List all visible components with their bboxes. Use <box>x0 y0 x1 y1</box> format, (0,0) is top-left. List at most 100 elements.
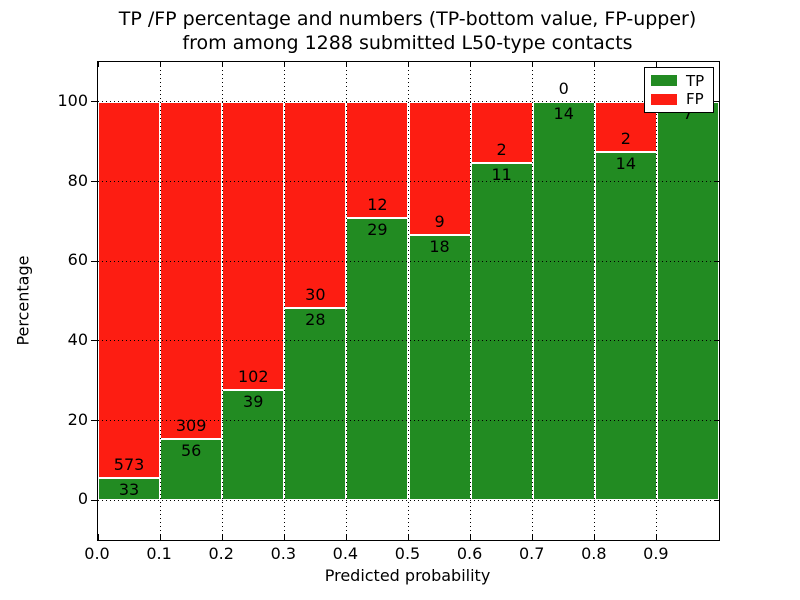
x-tick-mark <box>532 534 534 540</box>
x-tick-mark <box>718 534 720 540</box>
y-tick-mark <box>91 101 98 103</box>
x-tick-mark <box>97 62 99 67</box>
chart-title: TP /FP percentage and numbers (TP-bottom… <box>97 7 718 55</box>
tp-count-label: 7 <box>682 103 694 123</box>
x-tick-mark <box>221 62 223 67</box>
x-axis-label: Predicted probability <box>324 566 491 585</box>
bar-segment-fp <box>408 101 471 235</box>
x-tick-mark <box>283 62 285 67</box>
x-tick-label: 0.8 <box>581 544 607 563</box>
x-tick-mark <box>656 62 658 67</box>
bar-segment-fp <box>160 101 223 440</box>
y-tick-label: 60 <box>67 250 88 270</box>
bar-segment-fp <box>222 101 285 390</box>
y-tick-mark <box>714 260 719 262</box>
fp-count-label: 0 <box>558 78 569 98</box>
tp-count-label: 18 <box>429 236 450 256</box>
v-gridline <box>532 62 534 540</box>
v-gridline <box>283 62 285 540</box>
bar-segment-tp <box>346 218 409 501</box>
y-tick-label: 80 <box>67 170 88 190</box>
plot-area: 5733330956102393028122991821101421407 TP… <box>91 61 720 541</box>
y-tick-mark <box>91 499 98 501</box>
bars-layer <box>98 62 719 540</box>
x-tick-mark <box>594 62 596 67</box>
bar-segment-tp <box>284 307 347 501</box>
x-tick-mark <box>532 62 534 67</box>
tp-count-label: 28 <box>305 309 326 329</box>
v-gridline <box>345 62 347 540</box>
y-tick-label: 0 <box>77 489 88 509</box>
chart-title-line2: from among 1288 submitted L50-type conta… <box>182 32 633 54</box>
tp-legend-label: TP <box>686 71 705 90</box>
x-tick-mark <box>718 62 720 67</box>
x-tick-mark <box>345 62 347 67</box>
bar-segment-tp <box>594 151 657 501</box>
x-tick-mark <box>159 534 161 540</box>
fp-count-label: 2 <box>620 128 631 148</box>
v-gridline <box>159 62 161 540</box>
x-tick-mark <box>345 534 347 540</box>
y-tick-mark <box>714 499 719 501</box>
tp-count-label: 14 <box>553 103 574 123</box>
v-gridline <box>594 62 596 540</box>
y-tick-mark <box>91 181 98 182</box>
x-tick-label: 0.7 <box>518 544 545 563</box>
legend: TP FP <box>644 67 714 113</box>
tp-count-label: 11 <box>491 165 512 185</box>
legend-item-tp: TP <box>651 73 707 89</box>
y-tick-mark <box>714 420 719 421</box>
x-tick-mark <box>470 62 472 67</box>
x-tick-label: 0.2 <box>208 544 234 563</box>
v-gridline <box>470 62 472 540</box>
y-tick-mark <box>714 181 719 182</box>
bar-segment-fp <box>98 101 161 479</box>
bar-segment-fp <box>346 101 409 219</box>
fp-count-label: 30 <box>305 284 326 304</box>
v-gridline <box>408 62 409 540</box>
bar-segment-fp <box>284 101 347 308</box>
bar-segment-fp <box>470 101 533 164</box>
y-tick-mark <box>91 260 98 262</box>
x-tick-mark <box>221 534 223 540</box>
fp-count-label: 2 <box>496 140 507 160</box>
bar-segment-tp <box>532 101 595 501</box>
bar-segment-tp <box>408 234 471 501</box>
x-tick-mark <box>470 534 472 540</box>
gridlines-layer <box>98 62 719 540</box>
ticks-layer <box>91 62 720 540</box>
x-tick-mark <box>97 534 99 540</box>
x-tick-label: 0.3 <box>270 544 297 563</box>
bar-segment-tp <box>222 390 285 501</box>
y-tick-label: 100 <box>57 90 88 110</box>
fp-count-label: 573 <box>113 455 145 475</box>
v-gridline <box>656 62 658 540</box>
bar-segment-tp <box>470 163 533 501</box>
chart-title-line1: TP /FP percentage and numbers (TP-bottom… <box>118 8 697 30</box>
x-tick-label: 0.1 <box>146 544 172 563</box>
x-tick-mark <box>408 62 409 67</box>
fp-color-swatch <box>651 93 677 105</box>
y-tick-mark <box>91 420 98 421</box>
y-axis-label: Percentage <box>13 255 33 346</box>
y-tick-mark <box>91 340 98 342</box>
x-tick-label: 0.6 <box>456 544 483 563</box>
x-tick-mark <box>159 62 161 67</box>
y-tick-label: 40 <box>67 329 88 349</box>
v-gridline <box>221 62 223 540</box>
fp-count-label: 309 <box>175 416 207 436</box>
tp-count-label: 56 <box>180 441 202 461</box>
tp-color-swatch <box>651 75 677 87</box>
x-tick-mark <box>594 534 596 540</box>
y-tick-label: 20 <box>67 409 88 429</box>
fp-count-label: 102 <box>237 367 269 386</box>
fp-count-label: 12 <box>367 195 388 215</box>
x-tick-label: 0.9 <box>643 544 669 563</box>
tp-count-label: 39 <box>243 391 264 411</box>
fp-count-label: 9 <box>434 211 445 231</box>
x-tick-mark <box>283 534 285 540</box>
x-tick-mark <box>408 534 409 540</box>
legend-item-fp: FP <box>651 91 707 107</box>
x-tick-label: 0.5 <box>394 544 421 563</box>
x-tick-label: 0.4 <box>332 544 359 563</box>
